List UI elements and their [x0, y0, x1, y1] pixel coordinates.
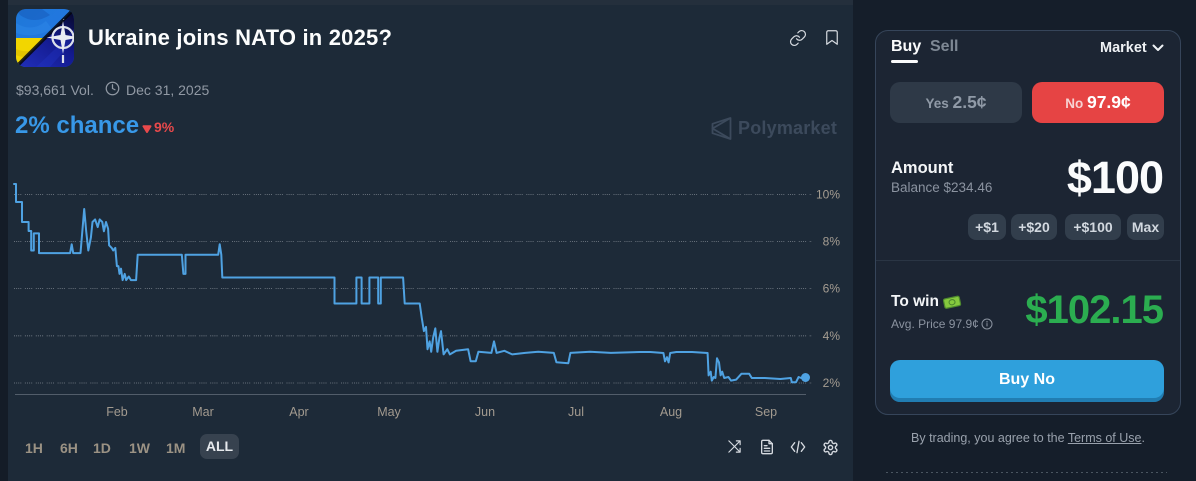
svg-text:Mar: Mar — [192, 405, 214, 419]
svg-text:2%: 2% — [823, 376, 841, 390]
svg-text:8%: 8% — [823, 235, 841, 249]
svg-text:Jun: Jun — [475, 405, 495, 419]
svg-text:Jul: Jul — [568, 405, 584, 419]
svg-text:Feb: Feb — [106, 405, 128, 419]
svg-text:Apr: Apr — [289, 405, 308, 419]
svg-text:4%: 4% — [823, 329, 841, 343]
svg-text:Sep: Sep — [755, 405, 777, 419]
svg-text:10%: 10% — [816, 188, 840, 202]
svg-text:May: May — [377, 405, 401, 419]
svg-text:Aug: Aug — [660, 405, 682, 419]
svg-text:6%: 6% — [823, 282, 841, 296]
